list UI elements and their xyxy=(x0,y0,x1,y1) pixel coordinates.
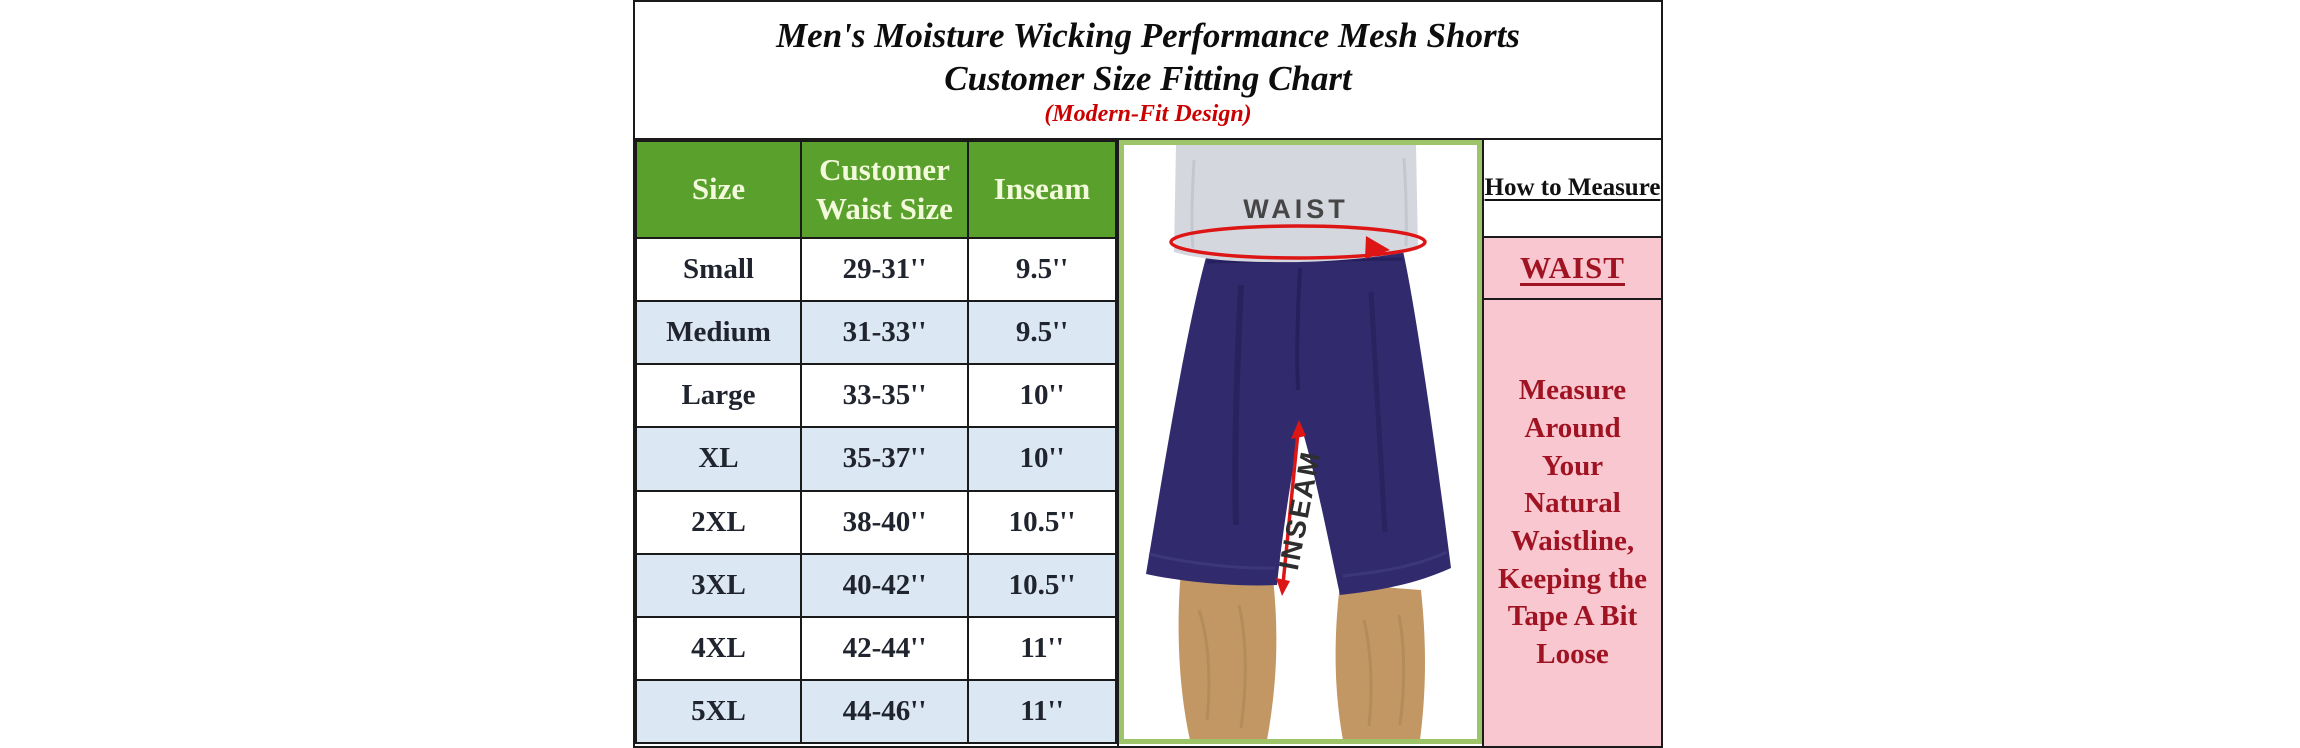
waist-cell: 29-31'' xyxy=(800,236,969,303)
waist-instructions: Measure Around Your Natural Waistline, K… xyxy=(1484,300,1661,746)
inseam-cell: 10.5'' xyxy=(967,489,1117,555)
how-to-measure-heading: How to Measure xyxy=(1484,140,1661,238)
chart-subtitle: (Modern-Fit Design) xyxy=(1044,101,1252,128)
inseam-cell: 10'' xyxy=(967,426,1117,492)
table-row: 3XL 40-42'' 10.5'' xyxy=(635,552,1117,618)
waist-cell: 38-40'' xyxy=(800,489,969,555)
size-table: Size Customer Waist Size Inseam Small 29… xyxy=(635,140,1117,745)
how-to-measure-text: How to Measure xyxy=(1484,174,1661,201)
waist-cell: 31-33'' xyxy=(800,300,969,366)
waist-arrowhead xyxy=(1365,236,1390,259)
inseam-cell: 11'' xyxy=(967,678,1117,745)
inseam-cell: 9.5'' xyxy=(967,236,1117,303)
waist-cell: 44-46'' xyxy=(800,678,969,745)
legs-graphic xyxy=(1178,570,1425,740)
inseam-cell: 10'' xyxy=(967,363,1117,429)
inseam-arrow xyxy=(1276,420,1306,596)
waist-label: WAIST xyxy=(1243,194,1349,224)
size-cell: 4XL xyxy=(635,615,802,681)
waist-cell: 42-44'' xyxy=(800,615,969,681)
table-row: 4XL 42-44'' 11'' xyxy=(635,615,1117,681)
waist-section-heading: WAIST xyxy=(1484,238,1661,300)
size-cell: Small xyxy=(635,236,802,303)
product-photo: WAIST INSEAM xyxy=(1117,140,1484,746)
inseam-cell: 10.5'' xyxy=(967,552,1117,618)
table-row: Medium 31-33'' 9.5'' xyxy=(635,300,1117,366)
size-cell: 3XL xyxy=(635,552,802,618)
chart-title-line1: Men's Moisture Wicking Performance Mesh … xyxy=(776,15,1520,55)
size-cell: Medium xyxy=(635,300,802,366)
table-row: XL 35-37'' 10'' xyxy=(635,426,1117,492)
chart-body: Size Customer Waist Size Inseam Small 29… xyxy=(635,140,1661,746)
waist-measure-ellipse xyxy=(1169,224,1427,260)
waist-cell: 40-42'' xyxy=(800,552,969,618)
size-cell: XL xyxy=(635,426,802,492)
table-row: 2XL 38-40'' 10.5'' xyxy=(635,489,1117,555)
chart-title-line2: Customer Size Fitting Chart xyxy=(944,58,1352,98)
size-cell: 5XL xyxy=(635,678,802,745)
size-fitting-chart: Men's Moisture Wicking Performance Mesh … xyxy=(633,0,1663,748)
header-waist: Customer Waist Size xyxy=(800,140,969,239)
waist-cell: 35-37'' xyxy=(800,426,969,492)
table-header-row: Size Customer Waist Size Inseam xyxy=(635,140,1117,239)
tshirt-graphic xyxy=(1174,145,1418,263)
table-row: Small 29-31'' 9.5'' xyxy=(635,236,1117,303)
measure-panel: How to Measure WAIST Measure Around Your… xyxy=(1484,140,1661,746)
table-row: 5XL 44-46'' 11'' xyxy=(635,678,1117,745)
inseam-cell: 9.5'' xyxy=(967,300,1117,366)
inseam-cell: 11'' xyxy=(967,615,1117,681)
size-cell: Large xyxy=(635,363,802,429)
waist-section-text: WAIST xyxy=(1520,250,1625,285)
chart-title-block: Men's Moisture Wicking Performance Mesh … xyxy=(635,2,1661,140)
table-row: Large 33-35'' 10'' xyxy=(635,363,1117,429)
photo-green-border xyxy=(1119,140,1482,744)
header-size: Size xyxy=(635,140,802,239)
waist-cell: 33-35'' xyxy=(800,363,969,429)
header-inseam: Inseam xyxy=(967,140,1117,239)
size-cell: 2XL xyxy=(635,489,802,555)
